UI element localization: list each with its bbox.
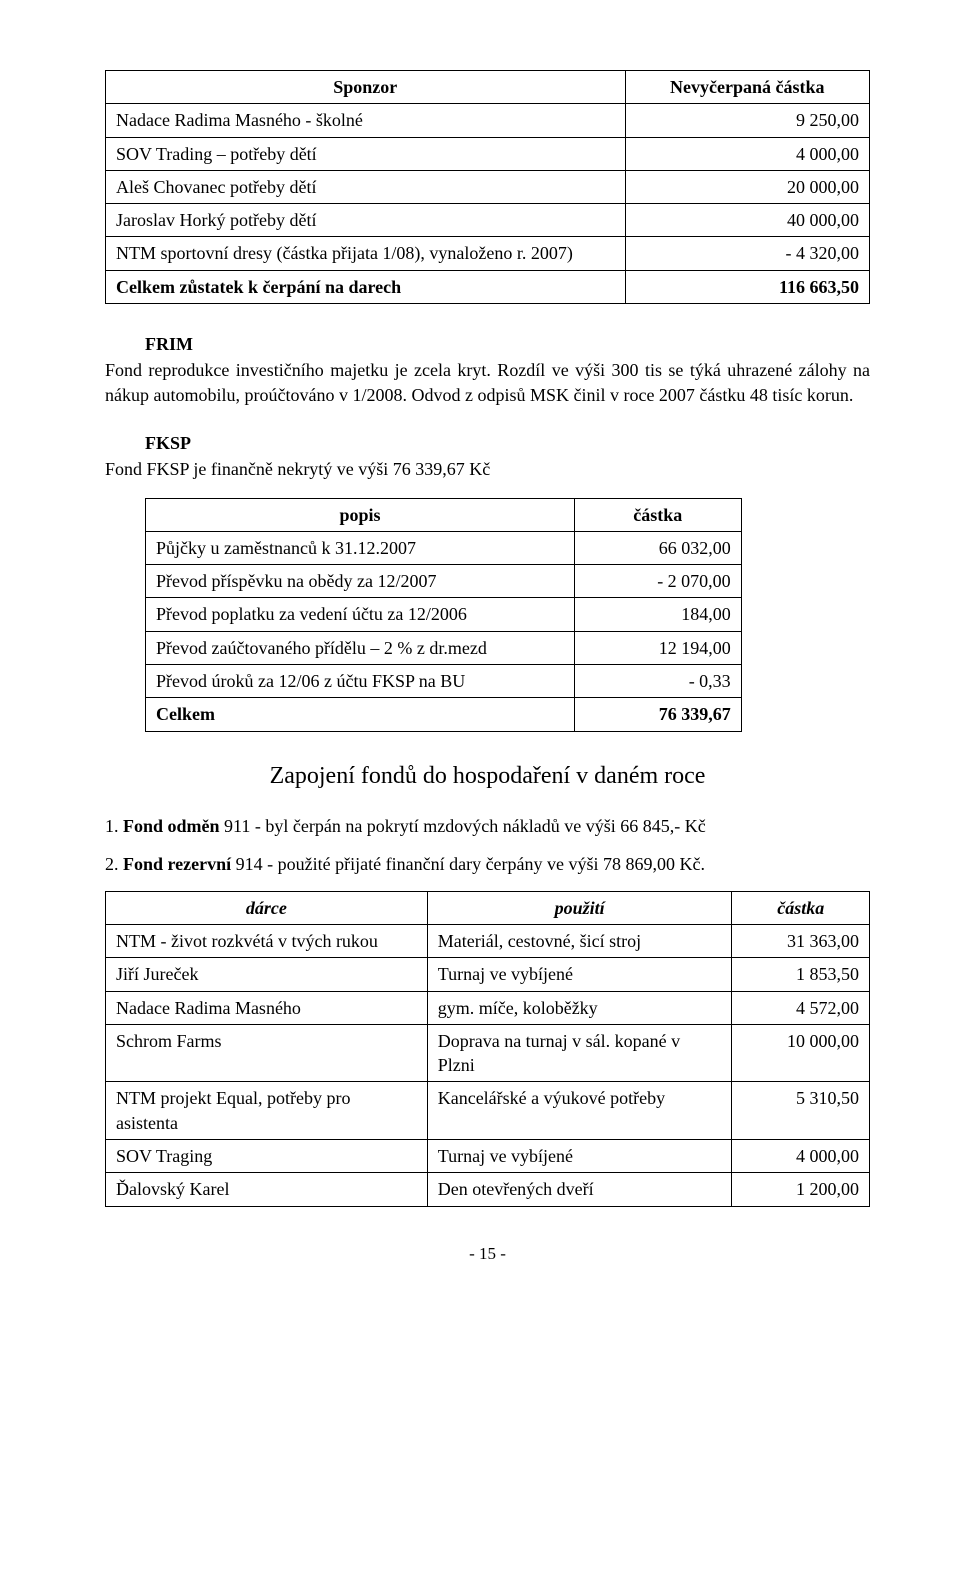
t3-r6c2: 1 200,00	[732, 1173, 870, 1206]
table-row: Jiří Jureček Turnaj ve vybíjené 1 853,50	[106, 958, 870, 991]
table-row: Celkem zůstatek k čerpání na darech 116 …	[106, 270, 870, 303]
table-row: NTM sportovní dresy (částka přijata 1/08…	[106, 237, 870, 270]
zapojeni-heading: Zapojení fondů do hospodaření v daném ro…	[105, 760, 870, 792]
t2-h1: částka	[574, 498, 741, 531]
t3-r6c0: Ďalovský Karel	[106, 1173, 428, 1206]
t3-r5c0: SOV Traging	[106, 1140, 428, 1173]
t3-r4c2: 5 310,50	[732, 1082, 870, 1140]
t3-r1c0: Jiří Jureček	[106, 958, 428, 991]
table-row: Převod úroků za 12/06 z účtu FKSP na BU …	[146, 665, 742, 698]
table-row: NTM - život rozkvétá v tvých rukou Mater…	[106, 924, 870, 957]
item-2-rest: 914 - použité přijaté finanční dary čerp…	[231, 854, 705, 874]
t1-r3c0: Jaroslav Horký potřeby dětí	[106, 204, 626, 237]
table-row: Aleš Chovanec potřeby dětí 20 000,00	[106, 170, 870, 203]
table-row: Schrom Farms Doprava na turnaj v sál. ko…	[106, 1024, 870, 1082]
t3-h2: částka	[732, 891, 870, 924]
t1-r1c0: SOV Trading – potřeby dětí	[106, 137, 626, 170]
t2-r2c1: 184,00	[574, 598, 741, 631]
sponsor-table: Sponzor Nevyčerpaná částka Nadace Radima…	[105, 70, 870, 304]
t2-r4c1: - 0,33	[574, 665, 741, 698]
t3-r2c0: Nadace Radima Masného	[106, 991, 428, 1024]
t3-h1: použití	[427, 891, 732, 924]
t1-r2c0: Aleš Chovanec potřeby dětí	[106, 170, 626, 203]
t1-h1: Nevyčerpaná částka	[625, 71, 869, 104]
table-row: Převod příspěvku na obědy za 12/2007 - 2…	[146, 565, 742, 598]
t1-r0c0: Nadace Radima Masného - školné	[106, 104, 626, 137]
t1-r4c1: - 4 320,00	[625, 237, 869, 270]
t1-r0c1: 9 250,00	[625, 104, 869, 137]
t3-r1c2: 1 853,50	[732, 958, 870, 991]
t2-r4c0: Převod úroků za 12/06 z účtu FKSP na BU	[146, 665, 575, 698]
t3-r5c2: 4 000,00	[732, 1140, 870, 1173]
table-row: Převod zaúčtovaného přídělu – 2 % z dr.m…	[146, 631, 742, 664]
t3-r4c0: NTM projekt Equal, potřeby pro asistenta	[106, 1082, 428, 1140]
t3-r0c2: 31 363,00	[732, 924, 870, 957]
frim-label: FRIM	[145, 332, 870, 356]
t2-r5c0: Celkem	[146, 698, 575, 731]
item-1-label: Fond odměn	[123, 816, 220, 836]
table-row: Ďalovský Karel Den otevřených dveří 1 20…	[106, 1173, 870, 1206]
t3-h0: dárce	[106, 891, 428, 924]
t3-r2c2: 4 572,00	[732, 991, 870, 1024]
t3-r0c0: NTM - život rozkvétá v tvých rukou	[106, 924, 428, 957]
t3-r5c1: Turnaj ve vybíjené	[427, 1140, 732, 1173]
t3-r6c1: Den otevřených dveří	[427, 1173, 732, 1206]
table-row: SOV Traging Turnaj ve vybíjené 4 000,00	[106, 1140, 870, 1173]
t2-h0: popis	[146, 498, 575, 531]
fond-odmen-line: 1. Fond odměn 911 - byl čerpán na pokryt…	[105, 814, 870, 838]
t2-r3c1: 12 194,00	[574, 631, 741, 664]
table-row: SOV Trading – potřeby dětí 4 000,00	[106, 137, 870, 170]
table-row: Jaroslav Horký potřeby dětí 40 000,00	[106, 204, 870, 237]
fksp-label: FKSP	[145, 431, 870, 455]
page-number: - 15 -	[105, 1243, 870, 1266]
table-row: Celkem 76 339,67	[146, 698, 742, 731]
fksp-table: popis částka Půjčky u zaměstnanců k 31.1…	[145, 498, 742, 732]
t1-h0: Sponzor	[106, 71, 626, 104]
t3-r3c2: 10 000,00	[732, 1024, 870, 1082]
t3-r3c1: Doprava na turnaj v sál. kopané v Plzni	[427, 1024, 732, 1082]
item-2-no: 2.	[105, 854, 119, 874]
t2-r3c0: Převod zaúčtovaného přídělu – 2 % z dr.m…	[146, 631, 575, 664]
t3-r4c1: Kancelářské a výukové potřeby	[427, 1082, 732, 1140]
t1-r5c1: 116 663,50	[625, 270, 869, 303]
t1-r2c1: 20 000,00	[625, 170, 869, 203]
t3-r2c1: gym. míče, koloběžky	[427, 991, 732, 1024]
t3-r0c1: Materiál, cestovné, šicí stroj	[427, 924, 732, 957]
table-row: Převod poplatku za vedení účtu za 12/200…	[146, 598, 742, 631]
t3-r3c0: Schrom Farms	[106, 1024, 428, 1082]
fond-rezervni-line: 2. Fond rezervní 914 - použité přijaté f…	[105, 852, 870, 876]
t1-r1c1: 4 000,00	[625, 137, 869, 170]
frim-text: Fond reprodukce investičního majetku je …	[105, 358, 870, 407]
darce-table: dárce použití částka NTM - život rozkvét…	[105, 891, 870, 1207]
t2-r5c1: 76 339,67	[574, 698, 741, 731]
fksp-text: Fond FKSP je finančně nekrytý ve výši 76…	[105, 457, 870, 481]
item-1-rest: 911 - byl čerpán na pokrytí mzdových nák…	[220, 816, 706, 836]
t1-r3c1: 40 000,00	[625, 204, 869, 237]
t2-r1c1: - 2 070,00	[574, 565, 741, 598]
table-row: NTM projekt Equal, potřeby pro asistenta…	[106, 1082, 870, 1140]
table-row: Nadace Radima Masného - školné 9 250,00	[106, 104, 870, 137]
t2-r1c0: Převod příspěvku na obědy za 12/2007	[146, 565, 575, 598]
item-1-no: 1.	[105, 816, 119, 836]
t2-r0c1: 66 032,00	[574, 531, 741, 564]
t3-r1c1: Turnaj ve vybíjené	[427, 958, 732, 991]
table-row: Půjčky u zaměstnanců k 31.12.2007 66 032…	[146, 531, 742, 564]
t2-r0c0: Půjčky u zaměstnanců k 31.12.2007	[146, 531, 575, 564]
t1-r5c0: Celkem zůstatek k čerpání na darech	[106, 270, 626, 303]
item-2-label: Fond rezervní	[123, 854, 231, 874]
table-row: Nadace Radima Masného gym. míče, koloběž…	[106, 991, 870, 1024]
t1-r4c0: NTM sportovní dresy (částka přijata 1/08…	[106, 237, 626, 270]
t2-r2c0: Převod poplatku za vedení účtu za 12/200…	[146, 598, 575, 631]
